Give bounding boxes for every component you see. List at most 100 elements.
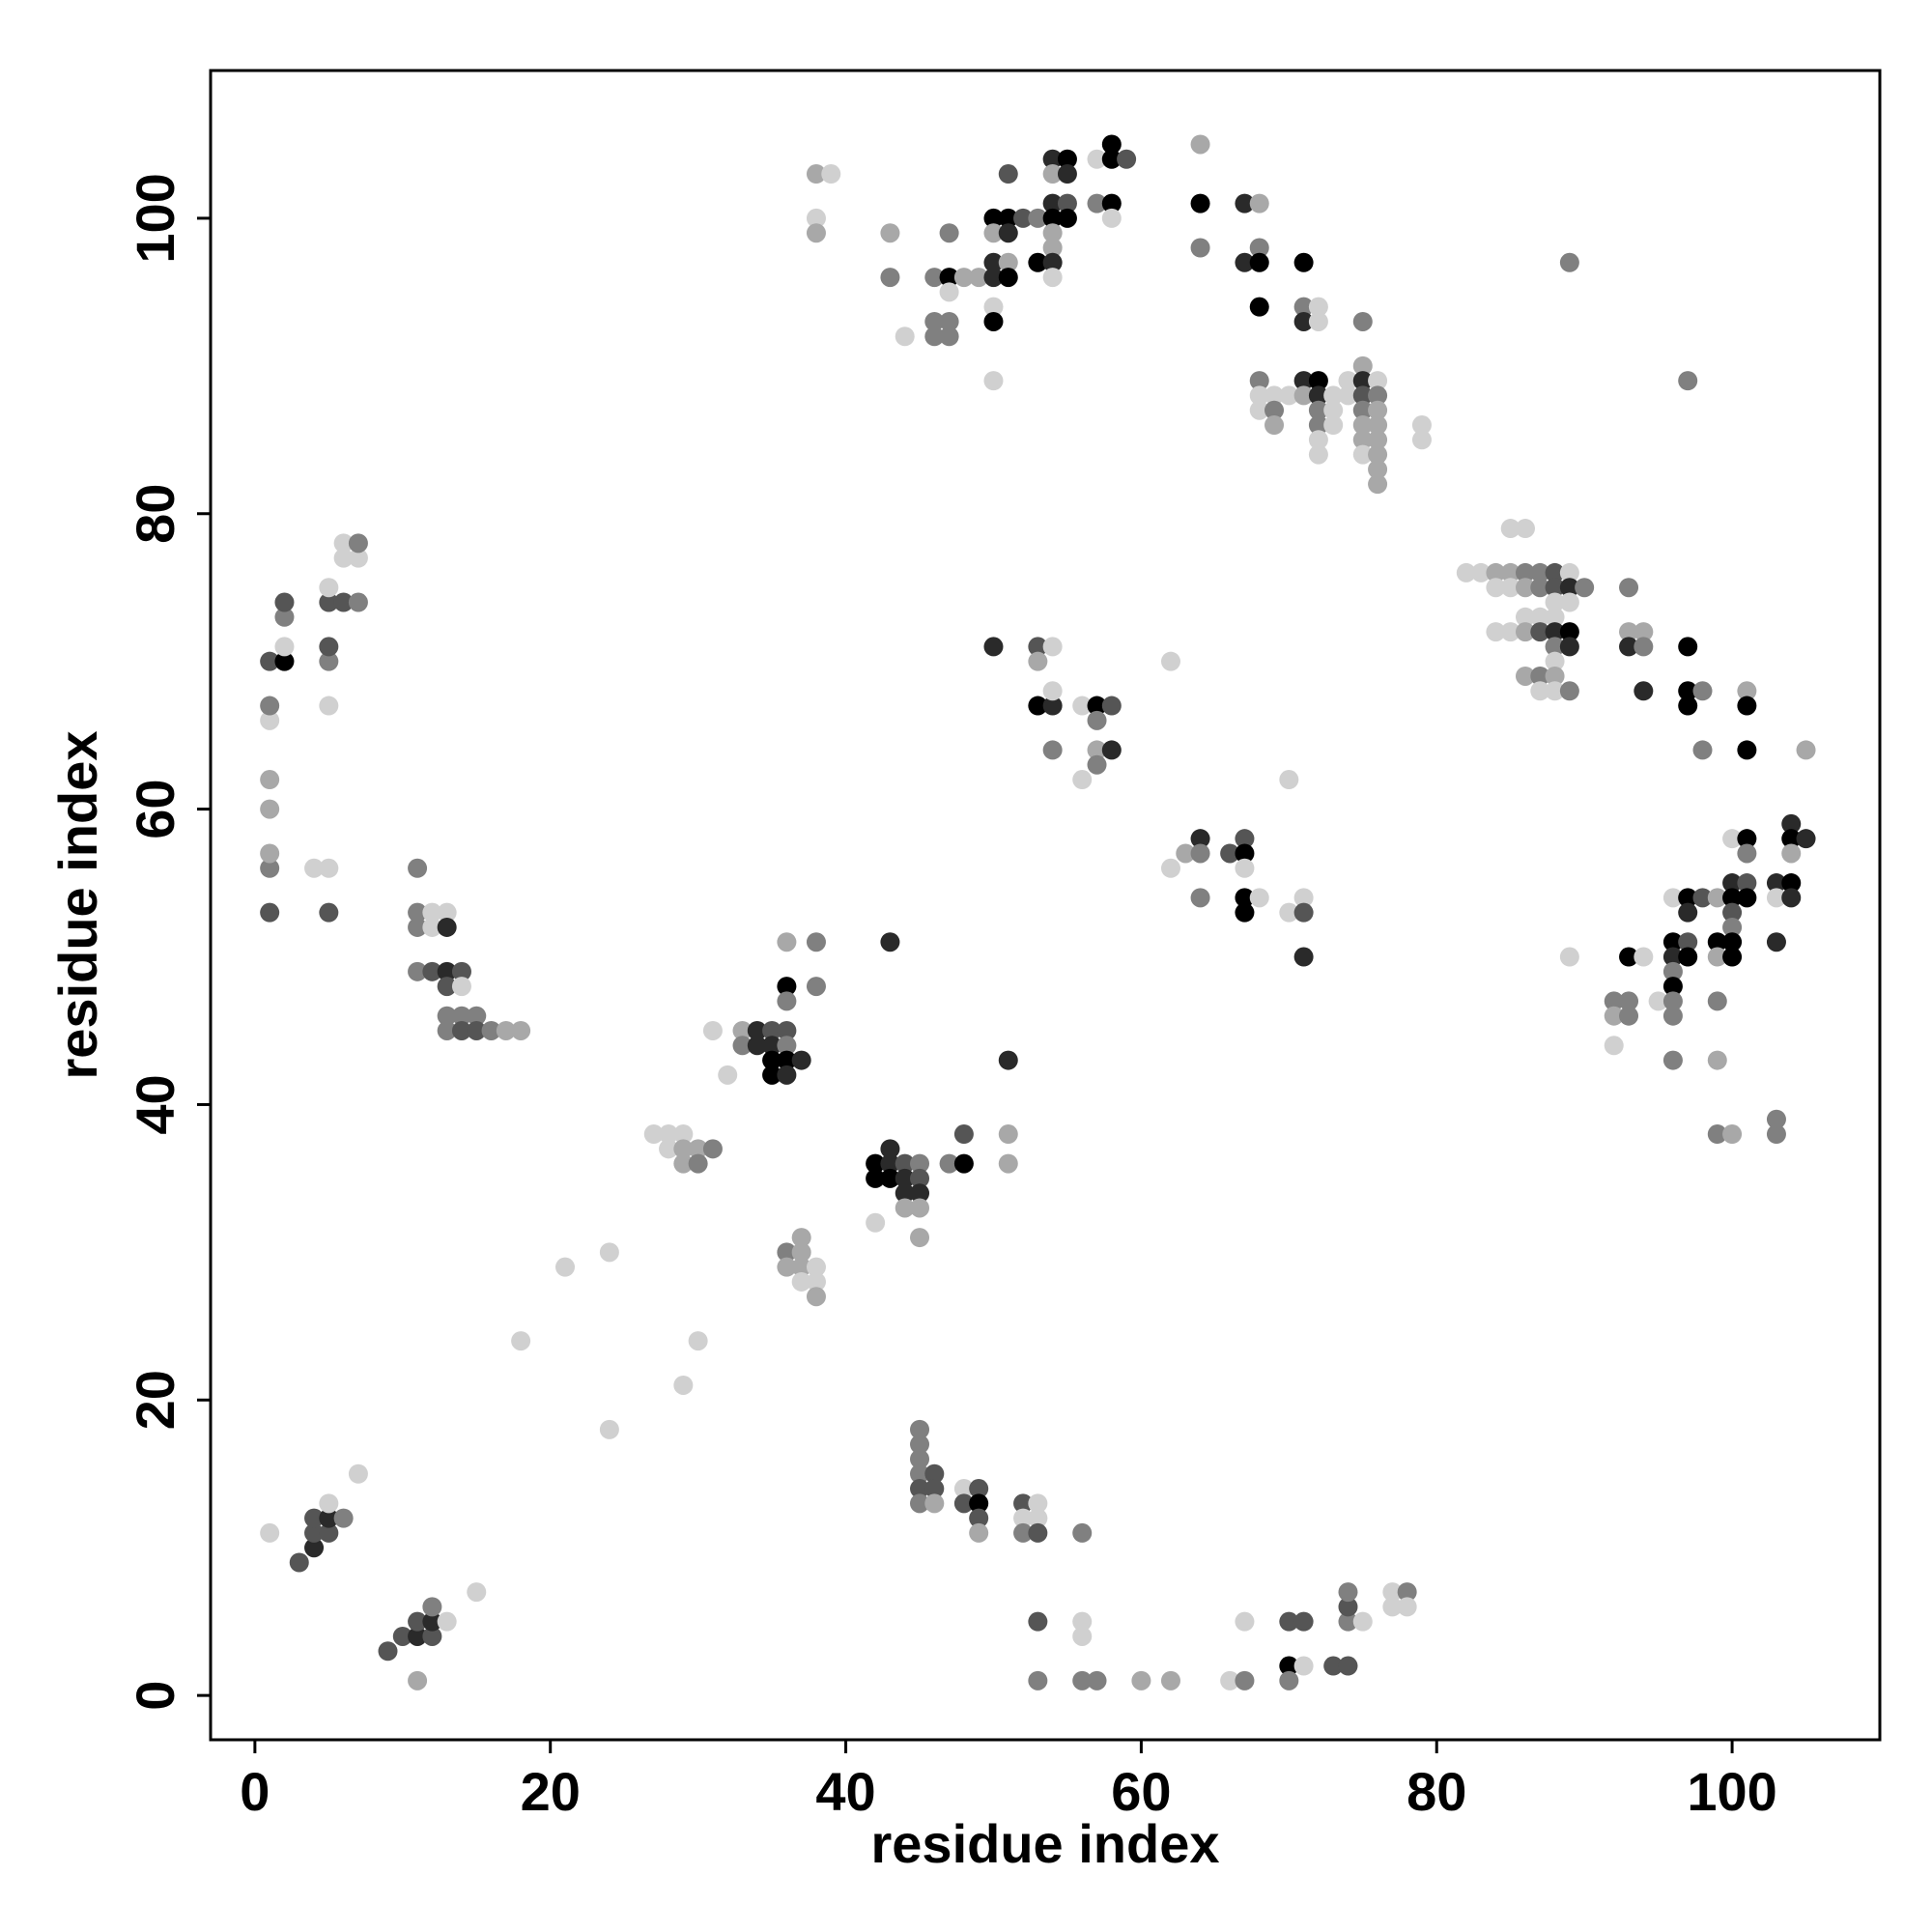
- contact-point: [969, 1479, 989, 1499]
- contact-point: [1293, 947, 1314, 967]
- contact-point: [1722, 829, 1743, 849]
- contact-point: [1338, 371, 1358, 391]
- contact-point: [1678, 888, 1698, 908]
- contact-point: [451, 1020, 471, 1040]
- contact-point: [732, 1036, 753, 1056]
- contact-point: [1042, 238, 1063, 258]
- contact-point: [1028, 1493, 1048, 1514]
- contact-point: [777, 1036, 797, 1056]
- contact-point: [1042, 164, 1063, 185]
- y-axis-ticks: 0 20 40 60 80 100: [125, 173, 211, 1711]
- contact-point: [1249, 371, 1269, 391]
- contact-point: [777, 1020, 797, 1040]
- contact-point: [983, 371, 1004, 391]
- contact-point: [1382, 1582, 1403, 1603]
- contact-point: [1352, 430, 1373, 450]
- contact-point: [1249, 400, 1269, 420]
- contact-point: [777, 1242, 797, 1263]
- x-tick-label: 40: [815, 1761, 875, 1822]
- contact-point: [777, 1257, 797, 1277]
- contact-point: [953, 1479, 974, 1499]
- contact-point: [1072, 1611, 1093, 1632]
- contact-point: [1293, 311, 1314, 331]
- contact-point: [1072, 1522, 1093, 1543]
- contact-point: [1634, 947, 1654, 967]
- contact-point: [1101, 696, 1122, 716]
- contact-point: [1737, 888, 1757, 908]
- contact-point: [1190, 843, 1210, 864]
- contact-point: [702, 1139, 723, 1159]
- contact-point: [319, 858, 339, 878]
- contact-point: [1368, 459, 1388, 479]
- contact-point: [437, 917, 457, 937]
- contact-point: [1545, 622, 1565, 642]
- contact-point: [777, 1065, 797, 1085]
- contact-point: [333, 592, 354, 612]
- contact-point: [1707, 888, 1727, 908]
- contact-point: [1235, 1611, 1255, 1632]
- contact-point: [1796, 829, 1816, 849]
- contact-point: [1678, 696, 1698, 716]
- contact-point: [983, 252, 1004, 272]
- contact-point: [1308, 371, 1328, 391]
- contact-point: [451, 961, 471, 981]
- contact-point: [924, 1479, 945, 1499]
- contact-point: [1338, 1582, 1358, 1603]
- contact-point: [1028, 1522, 1048, 1543]
- contact-point: [910, 1153, 930, 1174]
- contact-point: [998, 1124, 1018, 1145]
- contact-point: [1559, 622, 1579, 642]
- contact-point: [555, 1257, 576, 1277]
- contact-point: [880, 268, 900, 288]
- contact-point: [1131, 1670, 1151, 1690]
- contact-point: [1722, 1124, 1743, 1145]
- contact-point: [806, 1287, 826, 1307]
- contact-point: [1737, 740, 1757, 760]
- contact-point: [688, 1139, 708, 1159]
- contact-point: [1279, 385, 1299, 406]
- contact-point: [1515, 578, 1535, 598]
- contact-point: [1235, 858, 1255, 878]
- contact-point: [1634, 637, 1654, 657]
- contact-point: [1692, 888, 1713, 908]
- contact-point: [319, 1522, 339, 1543]
- contact-point: [1530, 562, 1550, 582]
- contact-point: [1235, 829, 1255, 849]
- contact-point: [348, 533, 368, 554]
- contact-point: [1293, 371, 1314, 391]
- contact-point: [1323, 1656, 1344, 1676]
- contact-point: [1323, 385, 1344, 406]
- contact-point: [1619, 578, 1639, 598]
- x-axis-ticks: 0 20 40 60 80 100: [240, 1740, 1777, 1822]
- contact-point: [1500, 519, 1520, 539]
- contact-point: [866, 1153, 886, 1174]
- contact-point: [1662, 961, 1683, 981]
- contact-point: [437, 1020, 457, 1040]
- contact-point: [1530, 607, 1550, 627]
- contact-point: [1368, 400, 1388, 420]
- contact-point: [422, 1597, 442, 1617]
- contact-point: [983, 208, 1004, 228]
- contact-point: [1013, 1522, 1034, 1543]
- contact-point: [319, 592, 339, 612]
- contact-point: [1559, 592, 1579, 612]
- contact-point: [1308, 444, 1328, 465]
- x-axis-title: residue index: [870, 1813, 1219, 1874]
- contact-point: [895, 1183, 915, 1204]
- contact-point: [408, 961, 428, 981]
- contact-point: [643, 1124, 664, 1145]
- contact-point: [1190, 193, 1210, 213]
- contact-point: [1308, 415, 1328, 436]
- contact-point: [467, 1582, 487, 1603]
- contact-point: [1707, 1124, 1727, 1145]
- contact-point: [1279, 1670, 1299, 1690]
- contact-point: [747, 1020, 767, 1040]
- contact-point: [348, 592, 368, 612]
- contact-point: [1530, 666, 1550, 686]
- contact-point: [1368, 415, 1388, 436]
- contact-point: [1722, 947, 1743, 967]
- contact-point: [481, 1020, 501, 1040]
- contact-point: [762, 1050, 782, 1070]
- contact-point: [1411, 430, 1432, 450]
- contact-point: [1293, 297, 1314, 317]
